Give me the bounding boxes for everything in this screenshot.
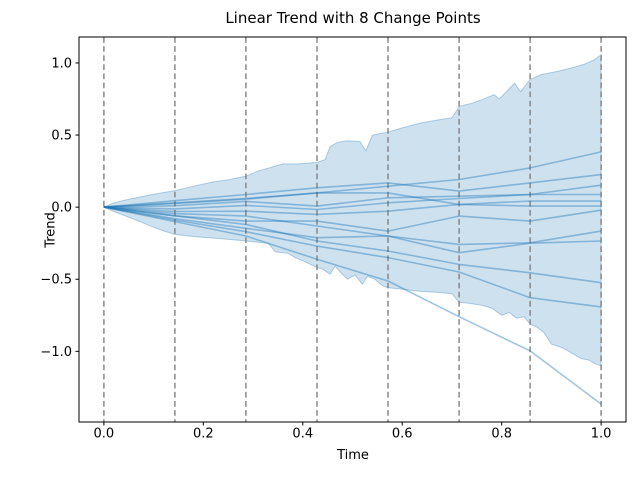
trend-sample-2-line [103,173,602,208]
axes-spines [78,36,627,423]
trend-sample-7-line [103,206,602,232]
trend-sample-8-line [103,206,602,246]
uncertainty-band [102,53,602,367]
trend-sample-11-line [103,206,602,308]
x-tick-label: 0.6 [392,427,413,442]
y-tick-label: 0.0 [51,201,72,216]
x-tick-label: 0.0 [94,427,115,442]
trend-sample-4-line [103,193,602,211]
y-tick-label: 0.5 [51,129,72,144]
y-tick-label: −0.5 [40,273,72,288]
y-tick-label: −1.0 [40,345,72,360]
trend-sample-10-line [103,206,602,284]
trend-sample-1-line [103,151,602,208]
x-tick-label: 0.8 [491,427,512,442]
y-axis-label: Trend [43,212,59,248]
trend-sample-12-line [103,206,602,405]
chart-title: Linear Trend with 8 Change Points [225,9,481,27]
x-tick-label: 0.4 [292,427,313,442]
x-tick-label: 0.2 [193,427,214,442]
x-axis-label: Time [337,448,369,463]
trend-sample-3-line [103,184,602,208]
trend-sample-9-line [103,206,602,254]
y-tick-label: 1.0 [51,56,72,71]
trend-sample-5-line [103,192,602,208]
trend-sample-6-line [103,203,602,216]
x-tick-label: 1.0 [591,427,612,442]
